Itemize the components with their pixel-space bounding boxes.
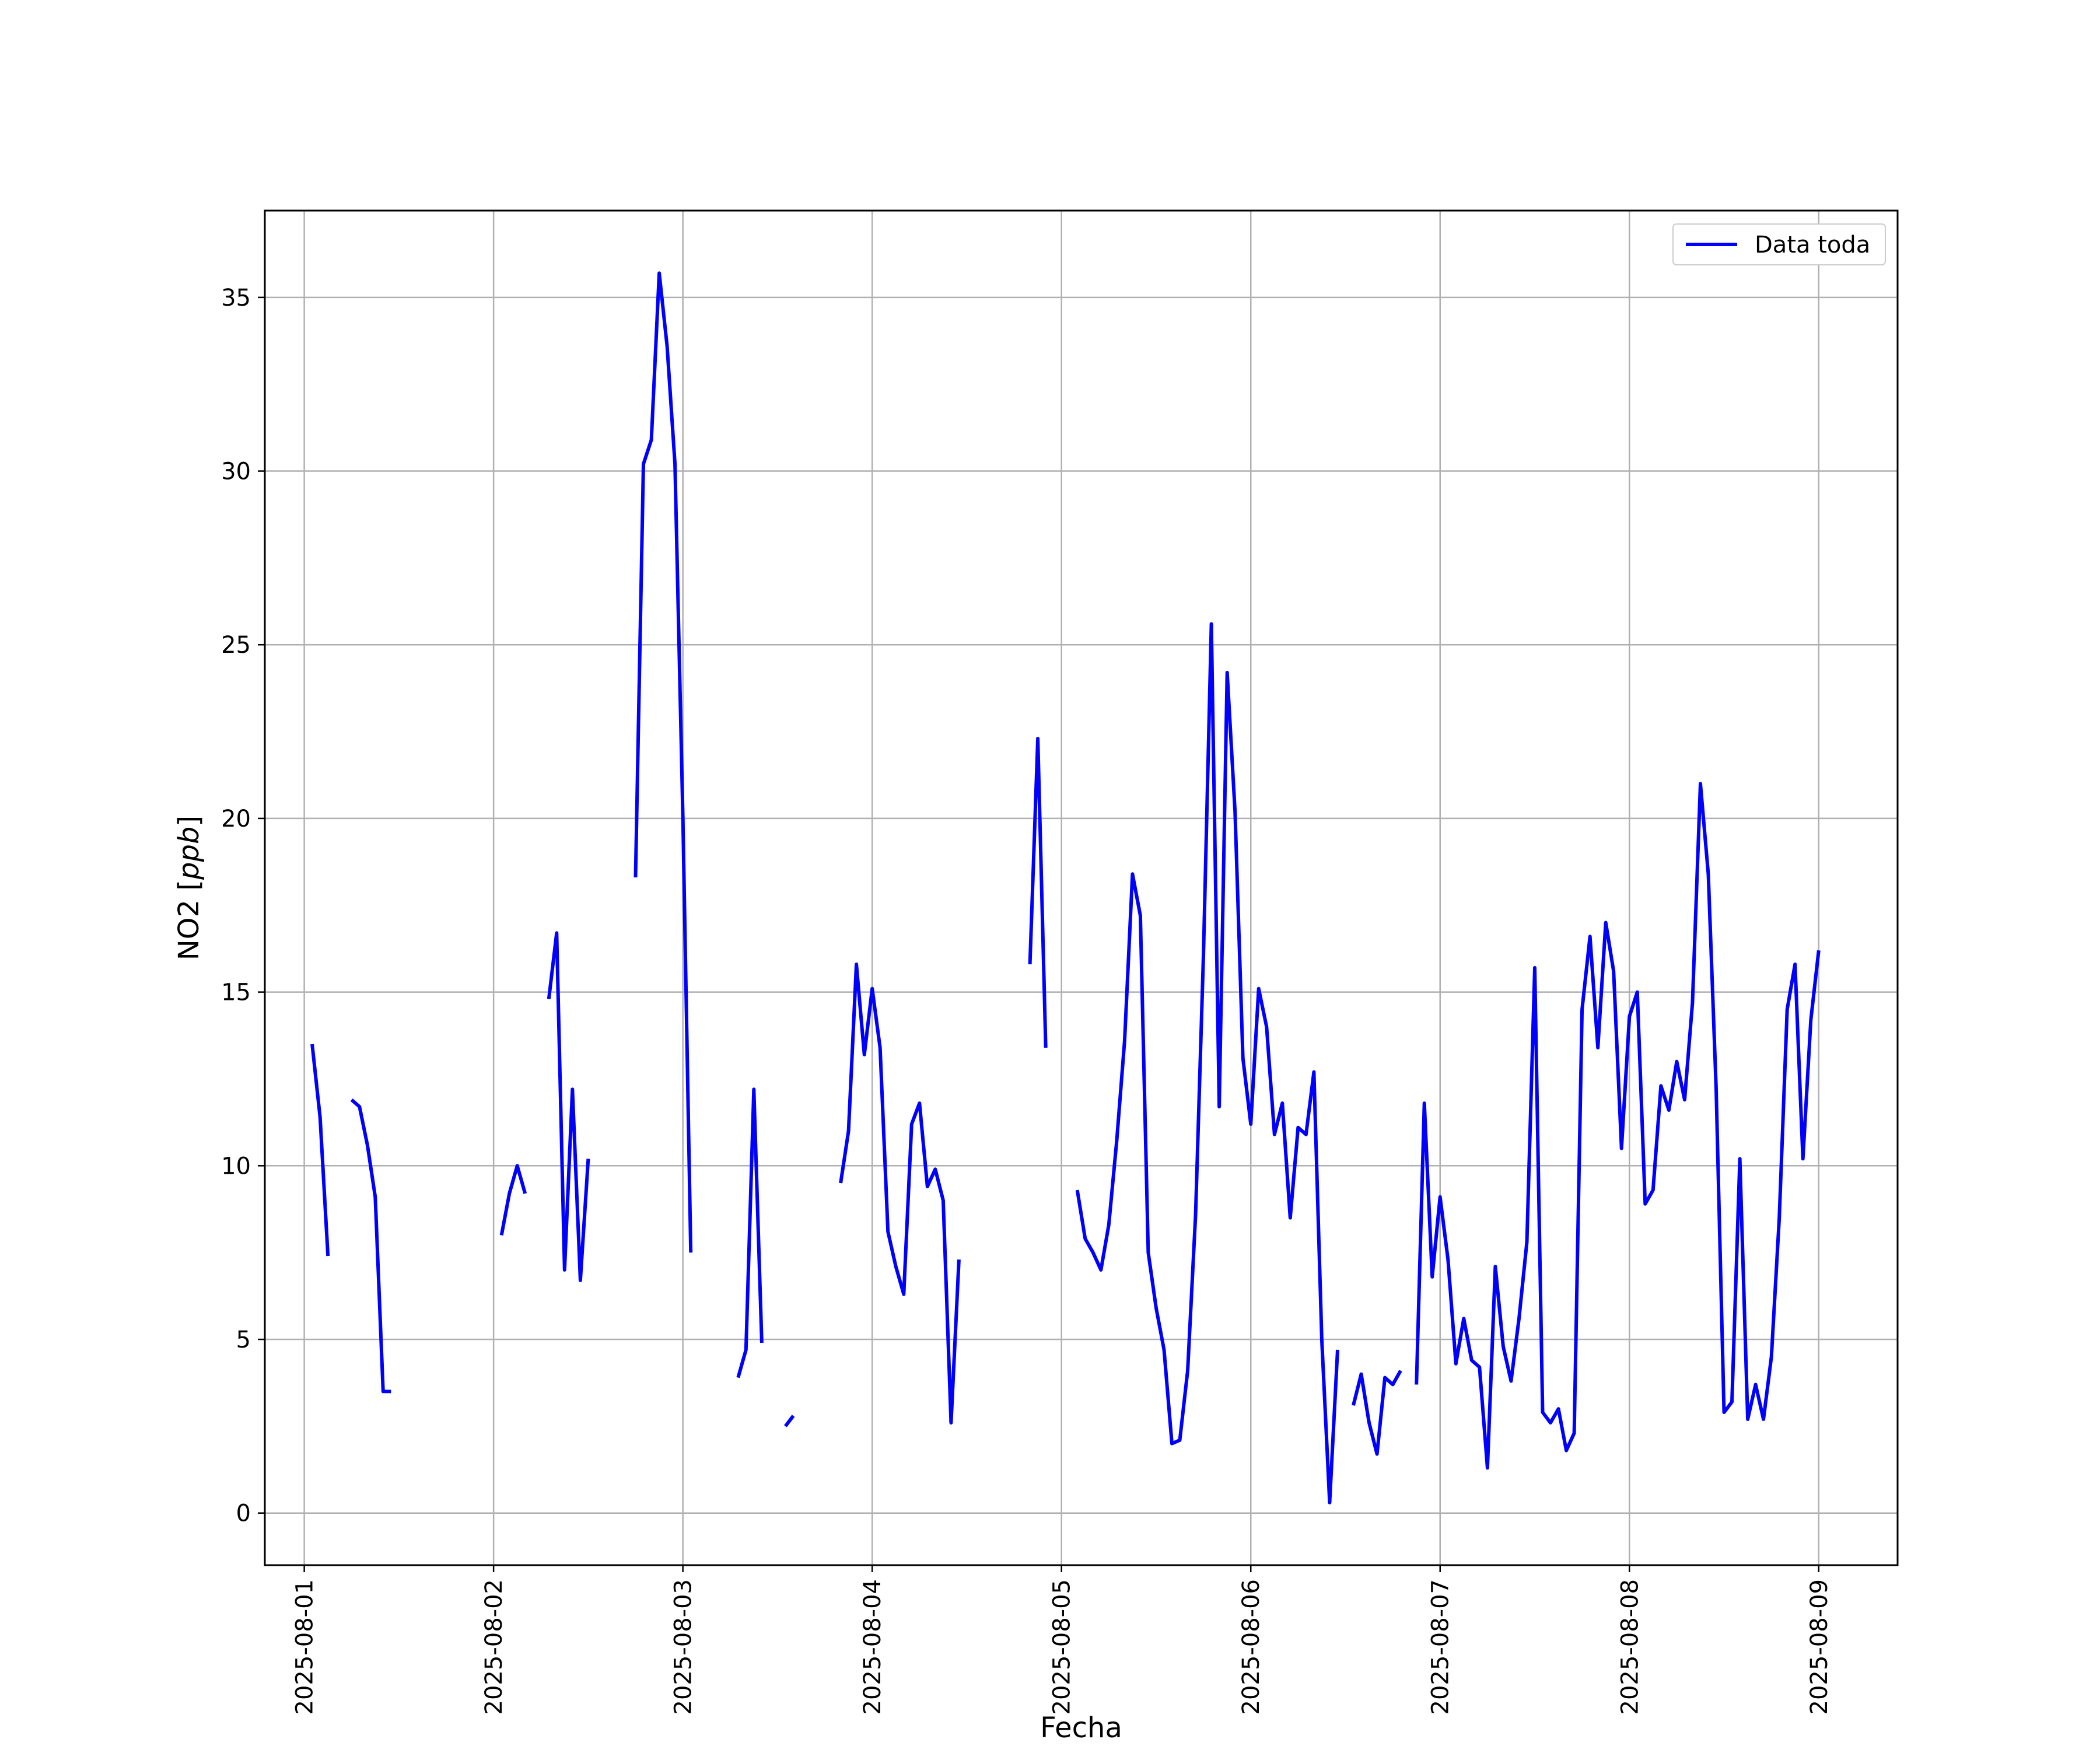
series-line-segment <box>547 931 590 1282</box>
ticks: 2025-08-01 2025-08-02 2025-08-03 2025-08-04… <box>221 285 1833 1715</box>
x-tick-label: 2025-08-05 <box>1049 1579 1076 1714</box>
series-line-segment <box>1352 1370 1402 1456</box>
series-line-segment <box>1028 737 1048 1048</box>
legend-box <box>1672 223 1886 265</box>
x-tick-label: 2025-08-09 <box>1806 1579 1833 1714</box>
x-tick-label: 2025-08-04 <box>859 1579 886 1714</box>
x-tick-label: 2025-08-06 <box>1238 1579 1265 1714</box>
y-axis-label-unit: ppb <box>173 827 205 880</box>
series-line-segment <box>1415 782 1821 1470</box>
series-line-segment <box>634 271 693 1253</box>
plot-area-frame <box>264 209 1899 1566</box>
series-line-segment <box>839 963 961 1425</box>
y-tick-label: 20 <box>221 806 251 832</box>
y-tick-label: 15 <box>221 979 251 1006</box>
x-tick-label: 2025-08-01 <box>292 1579 318 1714</box>
x-tick-label: 2025-08-07 <box>1427 1579 1454 1714</box>
grid <box>265 211 1898 1565</box>
legend-label-data-toda: Data toda <box>1755 232 1870 258</box>
y-axis-label-prefix: NO2 [ <box>173 880 205 960</box>
y-tick-label: 5 <box>236 1327 251 1353</box>
y-tick-label: 0 <box>236 1500 251 1527</box>
legend: Data toda <box>1672 223 1886 265</box>
series-line-segment <box>736 1087 764 1378</box>
series-line-segment <box>784 1415 795 1427</box>
series-line-segment <box>350 1098 391 1394</box>
y-tick-label: 25 <box>221 632 251 659</box>
x-tick-label: 2025-08-03 <box>670 1579 697 1714</box>
y-tick-label: 10 <box>221 1153 251 1180</box>
y-axis-label-suffix: ] <box>173 816 205 827</box>
y-tick-label: 30 <box>221 459 251 485</box>
series-line-segment <box>499 1164 527 1236</box>
x-axis-label: Fecha <box>1040 1712 1122 1744</box>
y-axis-label: NO2 [ppb] <box>173 816 205 960</box>
x-tick-label: 2025-08-08 <box>1616 1579 1643 1714</box>
y-tick-label: 35 <box>221 285 251 312</box>
series-line-segment <box>1075 622 1339 1504</box>
series-layer <box>310 271 1821 1504</box>
x-tick-label: 2025-08-02 <box>481 1579 508 1714</box>
series-line-segment <box>310 1044 330 1257</box>
